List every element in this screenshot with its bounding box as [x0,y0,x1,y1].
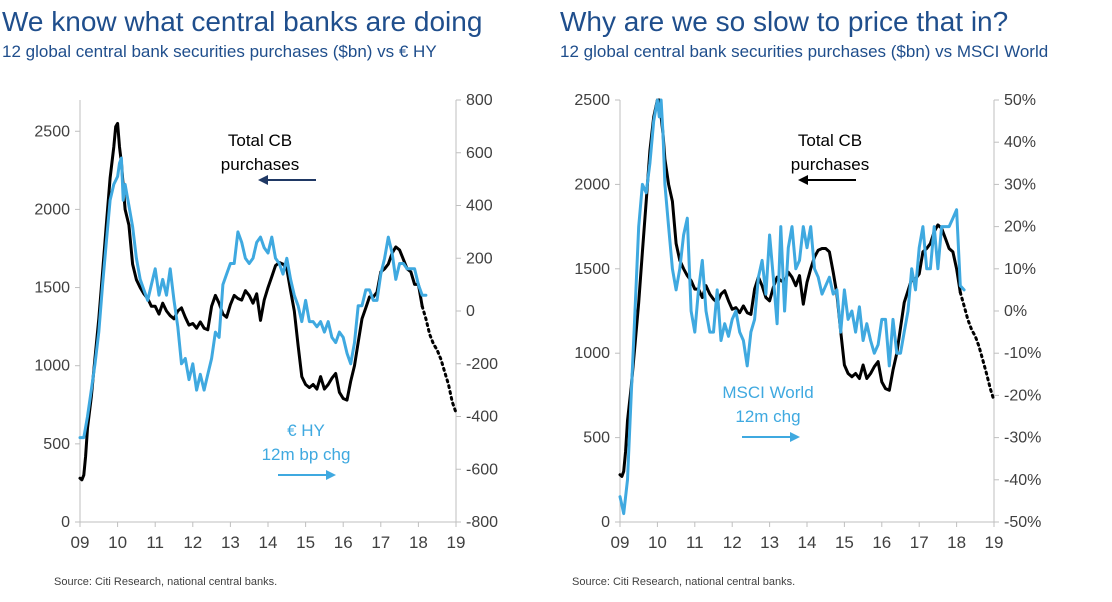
y-right-tick-label: -400 [466,409,498,426]
cb-purchases-forecast-line [958,290,996,402]
chart-subtitle: 12 global central bank securities purcha… [2,42,437,61]
arrow-left-icon [258,175,268,185]
x-tick-label: 12 [183,533,202,552]
cb-purchases-forecast-line [420,304,458,415]
y-right-tick-label: 0 [466,303,475,320]
chart-panel-left: We know what central banks are doing 12 … [2,6,498,588]
y-left-tick-label: 2000 [574,176,610,193]
x-tick-label: 10 [648,533,667,552]
line-chart-right: 0 500 1000 1500 2000 2500 -50% -40% -30% -20% -10%… [574,92,1041,552]
y-right-tick-label: 0% [1004,303,1027,320]
chart-title: We know what central banks are doing [2,6,483,37]
y-right-tick-label: 600 [466,145,493,162]
arrow-right-icon [326,470,336,480]
x-tick-label: 14 [259,533,278,552]
x-tick-label: 18 [409,533,428,552]
x-tick-label: 17 [910,533,929,552]
y-right-tick-label: -50% [1004,514,1041,531]
x-tick-label: 16 [872,533,891,552]
x-tick-label: 15 [296,533,315,552]
y-right-tick-label: -10% [1004,345,1041,362]
x-tick-label: 11 [146,533,164,552]
cb-purchases-line [78,121,424,482]
annotation-label: 12m bp chg [262,445,351,464]
y-left-tick-label: 0 [601,514,610,531]
y-left-tick-label: 0 [61,514,70,531]
chart-panel-right: Why are we so slow to price that in? 12 … [556,0,1112,602]
annotation-label: Total CB [798,131,862,150]
y-right-tick-label: -800 [466,514,498,531]
y-right-tick-label: 30% [1004,176,1036,193]
y-right-tick-label: 800 [466,92,493,109]
y-right-tick-label: -600 [466,461,498,478]
x-tick-label: 12 [723,533,742,552]
x-tick-label: 17 [371,533,390,552]
y-left-tick-label: 2500 [574,92,610,109]
y-left-tick-label: 1500 [574,261,610,278]
x-tick-label: 19 [985,533,1004,552]
y-right-tick-label: -40% [1004,472,1041,489]
chart-title: Why are we so slow to price that in? [560,6,1009,37]
x-tick-label: 18 [947,533,966,552]
y-left-tick-label: 1000 [574,345,610,362]
x-tick-label: 14 [798,533,817,552]
x-tick-label: 16 [334,533,353,552]
annotation-label: € HY [287,421,325,440]
y-left-tick-label: 2500 [34,123,70,140]
y-right-tick-label: 200 [466,250,493,267]
comparison-series-line [78,156,428,440]
annotation-label: purchases [791,155,869,174]
y-left-tick-label: 2000 [34,201,70,218]
annotation-label: purchases [221,155,299,174]
x-tick-label: 19 [447,533,466,552]
y-right-tick-label: 400 [466,198,493,215]
arrow-right-icon [790,432,800,442]
chart-subtitle: 12 global central bank securities purcha… [560,42,1049,61]
x-tick-label: 09 [611,533,630,552]
x-tick-label: 10 [108,533,127,552]
y-right-tick-label: 10% [1004,261,1036,278]
y-left-tick-label: 1000 [34,358,70,375]
annotation-label: 12m chg [735,407,800,426]
arrow-left-icon [798,175,808,185]
y-left-tick-label: 500 [583,430,610,447]
x-tick-label: 13 [760,533,779,552]
x-tick-label: 15 [835,533,854,552]
x-tick-label: 09 [71,533,90,552]
y-right-tick-label: 50% [1004,92,1036,109]
y-right-tick-label: 20% [1004,219,1036,236]
comparison-series-line [618,98,966,516]
line-chart-left: 0 500 1000 1500 2000 2500 -800 -600 -400 -200 0 200… [34,92,498,552]
y-right-tick-label: -30% [1004,430,1041,447]
annotation-label: MSCI World [722,383,813,402]
y-right-tick-label: -20% [1004,387,1041,404]
y-left-tick-label: 500 [43,436,70,453]
x-tick-label: 13 [221,533,240,552]
annotation-label: Total CB [228,131,292,150]
source-note: Source: Citi Research, national central … [54,576,278,588]
source-note: Source: Citi Research, national central … [572,576,796,588]
x-tick-label: 11 [686,533,704,552]
y-right-tick-label: 40% [1004,134,1036,151]
y-left-tick-label: 1500 [34,280,70,297]
y-right-tick-label: -200 [466,356,498,373]
